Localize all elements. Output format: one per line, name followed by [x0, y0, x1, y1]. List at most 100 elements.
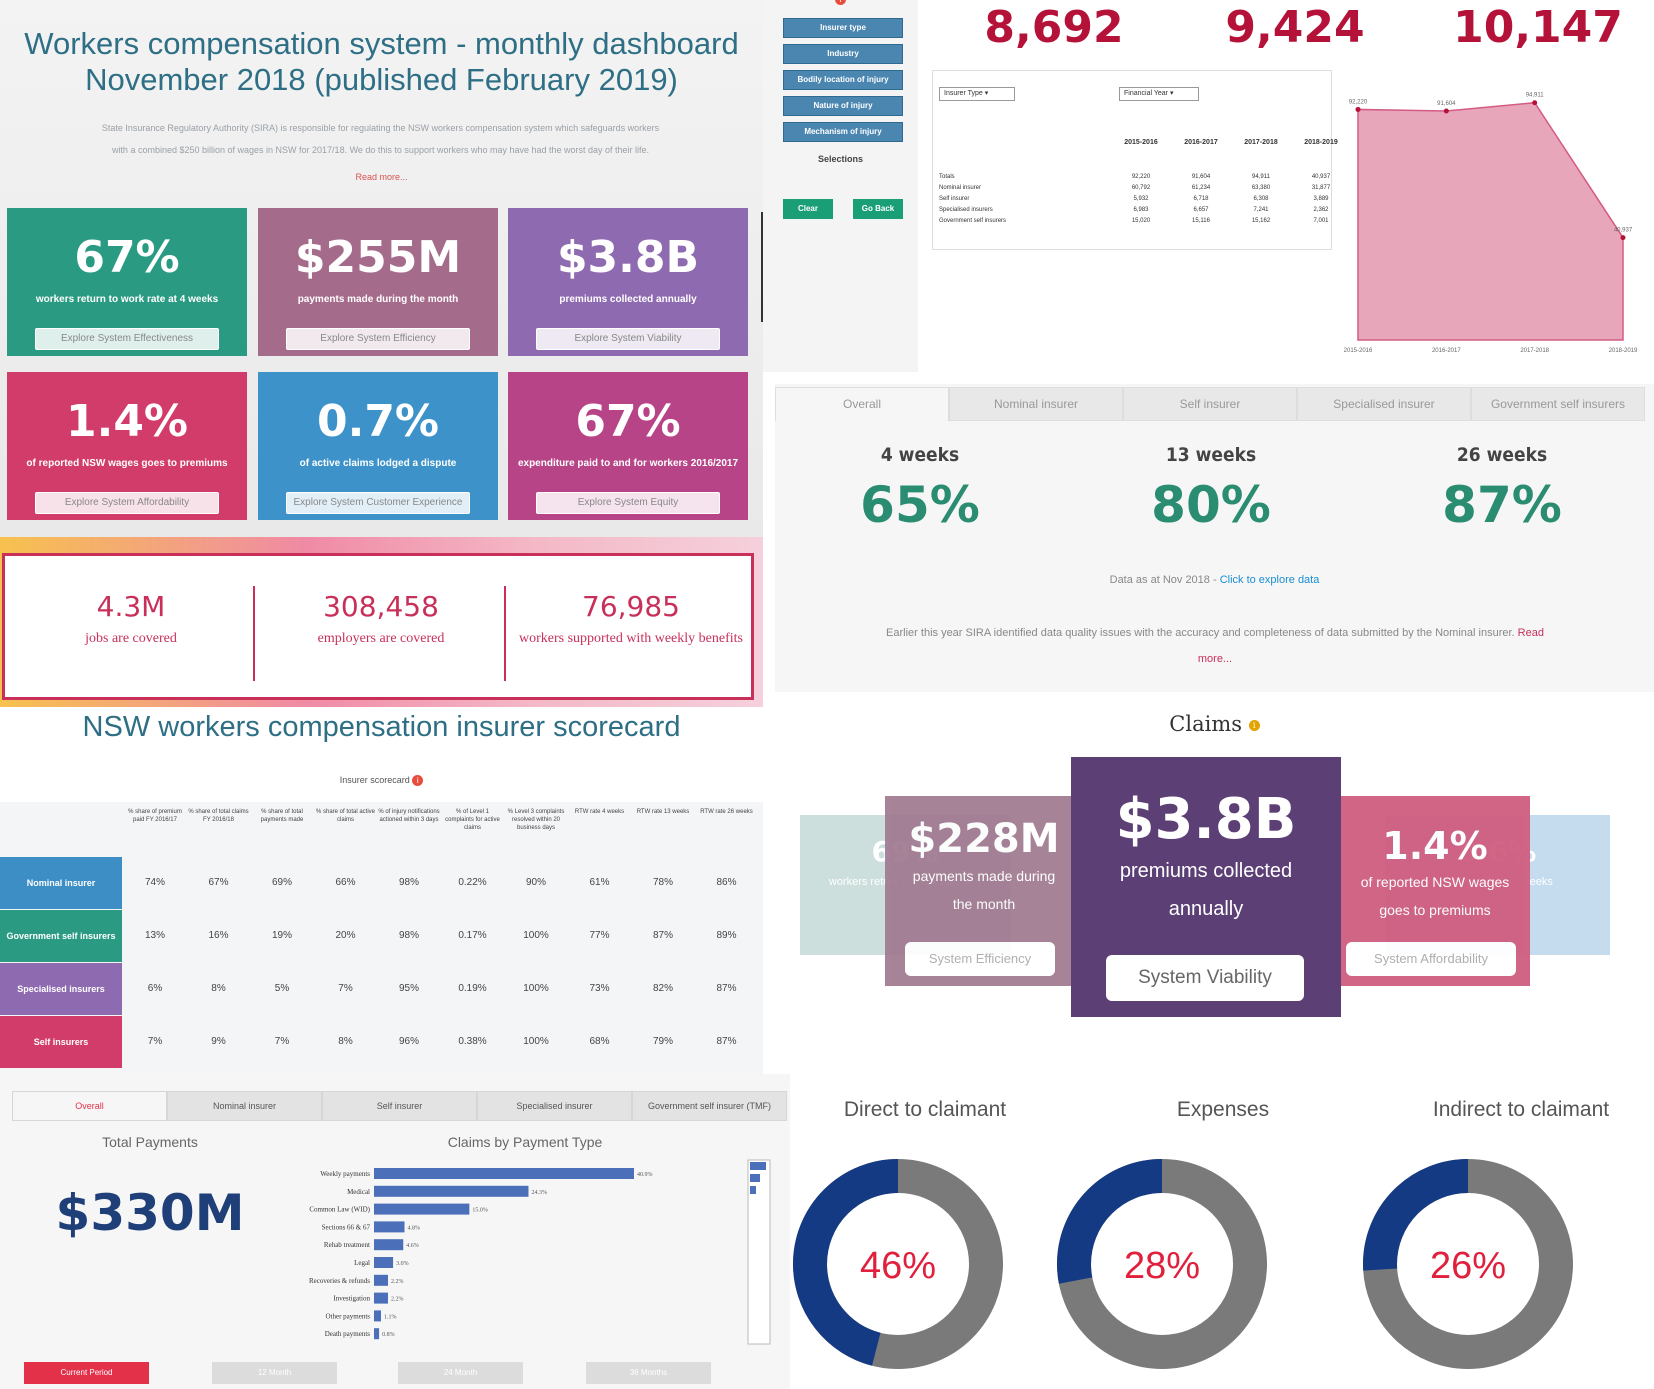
note-text: Earlier this year SIRA identified data q…	[886, 627, 1515, 639]
table-cell: 82%	[652, 983, 673, 994]
donut-label: Expenses	[1176, 1098, 1270, 1121]
read-more-link[interactable]: Read	[1517, 627, 1544, 639]
year-header: 2015-2016	[1124, 139, 1158, 146]
explore-data-link[interactable]: Click to explore data	[1219, 574, 1320, 586]
x-tick-label: 2016-2017	[1432, 348, 1461, 354]
period-current-button[interactable]: Current Period	[24, 1362, 149, 1384]
category-label: Weekly payments	[320, 1170, 370, 1178]
financial-year-dropdown[interactable]: Financial Year ▾	[1119, 87, 1199, 101]
tab-nominal-insurer[interactable]: Nominal insurer	[167, 1091, 322, 1121]
period-24-month-button[interactable]: 24 Month	[398, 1362, 523, 1384]
explore-effectiveness-button[interactable]: Explore System Effectiveness	[35, 328, 219, 350]
claims-cards-panel: Claims i 69% workers return to work rate…	[775, 692, 1654, 1074]
scrollbar[interactable]	[761, 212, 763, 322]
bar[interactable]	[374, 1310, 381, 1322]
table-cell: 9%	[211, 1036, 226, 1047]
tab-specialised-insurer[interactable]: Specialised insurer	[477, 1091, 632, 1121]
filter-mechanism-of-injury[interactable]: Mechanism of injury	[783, 122, 903, 142]
tab-nominal-insurer[interactable]: Nominal insurer	[949, 387, 1123, 421]
data-point[interactable]	[1443, 108, 1449, 114]
tab-overall[interactable]: Overall	[12, 1091, 167, 1121]
column-header: RTW rate 13 weeks	[636, 809, 690, 815]
info-icon[interactable]: i	[1248, 720, 1260, 731]
info-icon[interactable]: i	[835, 0, 846, 5]
donut-segment[interactable]	[1363, 1159, 1573, 1369]
divider	[504, 586, 506, 681]
insurer-type-dropdown[interactable]: Insurer Type ▾	[939, 87, 1015, 101]
tab-overall[interactable]: Overall	[775, 387, 949, 421]
bar[interactable]	[374, 1185, 529, 1197]
explore-affordability-button[interactable]: Explore System Affordability	[35, 492, 219, 514]
table-row: Government self insurers 15,020 15,116 15,1…	[939, 215, 1329, 227]
data-label: 92,220	[1349, 99, 1368, 105]
chevron-down-icon: ▾	[984, 90, 989, 97]
data-point[interactable]	[1355, 106, 1361, 112]
period-12-month-button[interactable]: 12 Month	[212, 1362, 337, 1384]
kpi-value: 9,424	[1225, 2, 1365, 53]
explore-customer-experience-button[interactable]: Explore System Customer Experience	[286, 492, 470, 514]
kpi-value: 8,692	[984, 2, 1124, 53]
tile-caption: expenditure paid to and for workers 2016…	[517, 458, 739, 469]
column-header: RTW rate 26 weeks	[700, 809, 753, 815]
bar[interactable]	[374, 1203, 470, 1215]
x-tick-label: 2018-2019	[1609, 348, 1638, 354]
filter-nature-of-injury[interactable]: Nature of injury	[783, 96, 903, 116]
table-cell: 98%	[398, 877, 419, 888]
tab-specialised-insurer[interactable]: Specialised insurer	[1297, 387, 1471, 421]
card-caption: goes to premiums	[1379, 902, 1491, 918]
tile-caption: workers return to work rate at 4 weeks	[35, 294, 219, 305]
claims-title: Claims i	[775, 712, 1654, 736]
period-36-months-button[interactable]: 36 Months	[586, 1362, 711, 1384]
bar[interactable]	[374, 1168, 634, 1179]
system-affordability-button[interactable]: System Affordability	[1346, 942, 1516, 976]
column-header: % share of total claims FY 2016/18	[188, 809, 249, 823]
tile-value: $3.8B	[556, 232, 700, 283]
bar[interactable]	[374, 1239, 404, 1251]
donut-value: 46%	[860, 1245, 936, 1287]
tile-viability: $3.8B premiums collected annually Explor…	[508, 208, 748, 356]
tab-self-insurer[interactable]: Self insurer	[1123, 387, 1297, 421]
table-cell: 0.38%	[458, 1036, 487, 1047]
table-cell: 95%	[398, 983, 419, 994]
bar[interactable]	[374, 1292, 388, 1304]
info-icon[interactable]: i	[412, 775, 424, 787]
area-series	[1357, 101, 1624, 341]
system-viability-button[interactable]: System Viability	[1106, 955, 1304, 1001]
category-label: Death payments	[325, 1330, 371, 1338]
go-back-button[interactable]: Go Back	[853, 199, 903, 219]
read-more-link[interactable]: Read more...	[355, 172, 408, 182]
bar[interactable]	[374, 1257, 394, 1268]
data-point[interactable]	[1532, 100, 1538, 106]
bar[interactable]	[374, 1274, 388, 1286]
table-cell: 6,657	[1193, 207, 1209, 213]
explore-efficiency-button[interactable]: Explore System Efficiency	[286, 328, 470, 350]
tab-government-self-insurers[interactable]: Government self insurers	[1471, 387, 1645, 421]
filter-industry[interactable]: Industry	[783, 44, 903, 64]
bar[interactable]	[374, 1328, 380, 1340]
table-cell: 66%	[335, 877, 356, 888]
explore-viability-button[interactable]: Explore System Viability	[536, 328, 720, 350]
tab-self-insurer[interactable]: Self insurer	[322, 1091, 477, 1121]
payment-type-chart-title: Claims by Payment Type	[447, 1134, 603, 1150]
tile-value: 0.7%	[316, 396, 440, 447]
bar-value-label: 0.8%	[382, 1332, 395, 1338]
data-point[interactable]	[1620, 235, 1626, 241]
explore-equity-button[interactable]: Explore System Equity	[536, 492, 720, 514]
table-cell: 20%	[335, 930, 356, 941]
scrollbar[interactable]	[747, 1159, 771, 1345]
system-efficiency-button[interactable]: System Efficiency	[905, 942, 1055, 976]
bar[interactable]	[374, 1221, 405, 1233]
read-more-link-continued[interactable]: more...	[1197, 653, 1233, 665]
filter-bodily-location[interactable]: Bodily location of injury	[783, 70, 903, 90]
table-cell: 31,877	[1311, 185, 1331, 191]
table-cell: 98%	[398, 930, 419, 941]
filter-insurer-type[interactable]: Insurer type	[783, 18, 903, 38]
clear-button[interactable]: Clear	[783, 199, 833, 219]
rtw-13-weeks: 13 weeks 80%	[1081, 444, 1341, 534]
donut-segment[interactable]	[1057, 1159, 1267, 1369]
column-header: % share of premium paid FY 2016/17	[128, 809, 182, 823]
stat-value: 308,458	[323, 590, 439, 623]
donut-segment[interactable]	[793, 1159, 1003, 1369]
tab-government-self-insurer[interactable]: Government self insurer (TMF)	[632, 1091, 787, 1121]
category-label: Other payments	[325, 1312, 370, 1320]
